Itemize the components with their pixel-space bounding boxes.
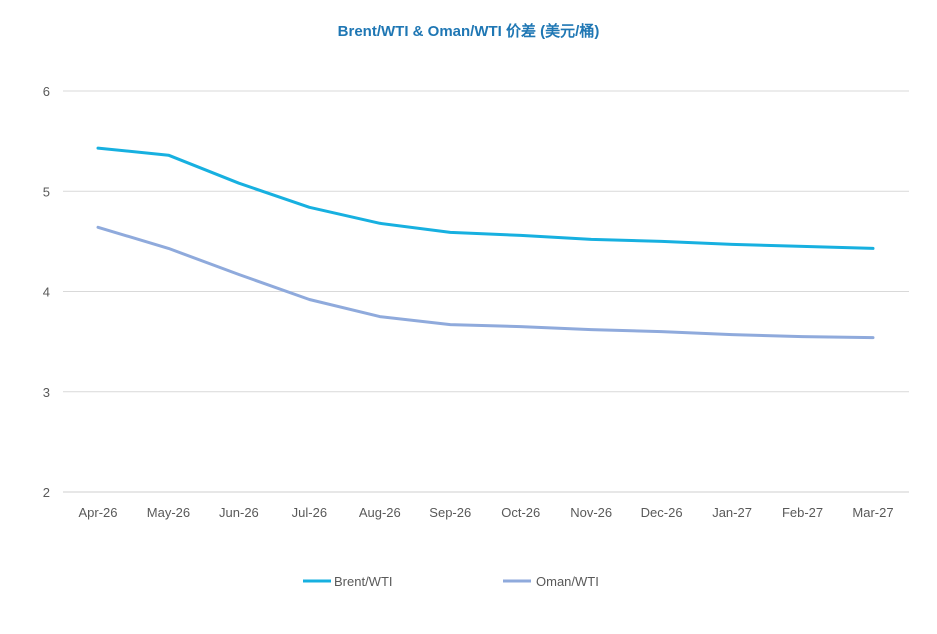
y-axis-ticks: 2 3 4 5 6 <box>43 84 50 500</box>
x-axis-ticks: Apr-26 May-26 Jun-26 Jul-26 Aug-26 Sep-26 Oct-… <box>78 505 893 520</box>
y-tick-label: 3 <box>43 385 50 400</box>
x-tick-label: Jul-26 <box>292 505 327 520</box>
x-tick-label: Mar-27 <box>852 505 893 520</box>
x-tick-label: May-26 <box>147 505 190 520</box>
x-tick-label: Nov-26 <box>570 505 612 520</box>
y-tick-label: 4 <box>43 285 50 300</box>
x-tick-label: Jun-26 <box>219 505 259 520</box>
y-tick-label: 2 <box>43 485 50 500</box>
x-tick-label: Sep-26 <box>429 505 471 520</box>
series-lines <box>96 146 875 340</box>
x-tick-label: Apr-26 <box>78 505 117 520</box>
gridlines <box>63 90 909 493</box>
x-tick-label: Aug-26 <box>359 505 401 520</box>
legend: Brent/WTI Oman/WTI <box>303 574 599 589</box>
x-tick-label: Dec-26 <box>641 505 683 520</box>
x-tick-label: Jan-27 <box>712 505 752 520</box>
legend-label: Brent/WTI <box>334 574 393 589</box>
series-line-oman-wti <box>96 225 875 340</box>
x-tick-label: Oct-26 <box>501 505 540 520</box>
y-tick-label: 6 <box>43 84 50 99</box>
legend-label: Oman/WTI <box>536 574 599 589</box>
chart-title: Brent/WTI & Oman/WTI 价差 (美元/桶) <box>337 23 600 40</box>
series-line-brent-wti <box>96 146 875 250</box>
x-tick-label: Feb-27 <box>782 505 823 520</box>
y-tick-label: 5 <box>43 184 50 199</box>
